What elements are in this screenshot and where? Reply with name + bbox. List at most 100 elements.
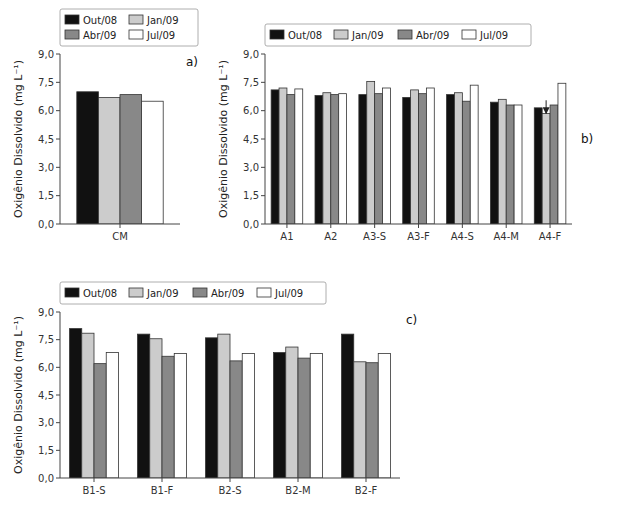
x-tick-label: B2-S bbox=[218, 485, 241, 496]
legend: Out/08Jan/09Abr/09Jul/09 bbox=[60, 282, 326, 304]
bar bbox=[490, 102, 498, 224]
y-tick-label: 6,0 bbox=[243, 105, 259, 116]
bar bbox=[106, 353, 118, 478]
legend-swatch bbox=[270, 30, 284, 39]
legend-swatch bbox=[65, 30, 79, 39]
y-tick bbox=[56, 224, 60, 225]
y-tick-label: 9,0 bbox=[38, 307, 54, 318]
y-tick bbox=[56, 339, 60, 340]
y-tick-label: 1,5 bbox=[38, 445, 54, 456]
y-tick-label: 0,0 bbox=[38, 219, 54, 230]
x-tick bbox=[462, 224, 463, 228]
bar bbox=[383, 88, 391, 224]
panel-label: a) bbox=[186, 55, 198, 69]
legend-label: Abr/09 bbox=[83, 30, 116, 41]
bar bbox=[359, 95, 367, 224]
y-tick bbox=[261, 167, 265, 168]
panel-label: c) bbox=[406, 313, 417, 327]
legend-swatch bbox=[334, 30, 348, 39]
y-tick bbox=[56, 110, 60, 111]
legend-label: Abr/09 bbox=[416, 30, 449, 41]
y-tick-label: 9,0 bbox=[243, 49, 259, 60]
legend-frame bbox=[265, 24, 531, 46]
legend-swatch bbox=[462, 30, 476, 39]
bar bbox=[70, 329, 82, 478]
x-tick bbox=[94, 478, 95, 482]
legend-label: Jul/09 bbox=[146, 30, 175, 41]
bar bbox=[98, 97, 120, 224]
y-tick-label: 4,5 bbox=[38, 390, 54, 401]
bar bbox=[506, 105, 514, 224]
bar bbox=[378, 354, 390, 479]
y-tick bbox=[56, 450, 60, 451]
bar bbox=[542, 114, 550, 225]
legend: Out/08Jan/09Abr/09Jul/09 bbox=[60, 9, 198, 46]
bars bbox=[271, 81, 566, 224]
legend-label: Jan/09 bbox=[146, 15, 179, 26]
y-tick-label: 4,5 bbox=[38, 134, 54, 145]
y-tick-label: 3,0 bbox=[38, 162, 54, 173]
y-tick bbox=[261, 139, 265, 140]
legend-frame bbox=[60, 9, 198, 46]
bar bbox=[470, 85, 478, 224]
y-tick bbox=[56, 82, 60, 83]
legend-label: Jul/09 bbox=[274, 288, 303, 299]
y-tick bbox=[261, 224, 265, 225]
bars bbox=[70, 329, 391, 478]
y-tick-label: 3,0 bbox=[243, 162, 259, 173]
bar bbox=[462, 101, 470, 224]
bar bbox=[150, 339, 162, 478]
x-tick-label: B1-S bbox=[82, 485, 105, 496]
bar bbox=[454, 93, 462, 224]
y-tick-label: 7,5 bbox=[38, 334, 54, 345]
bar bbox=[162, 356, 174, 478]
bar bbox=[375, 94, 383, 224]
x-tick bbox=[374, 224, 375, 228]
y-tick bbox=[56, 367, 60, 368]
y-axis-label: Oxigênio Dissolvido (mg L⁻¹) bbox=[217, 60, 230, 218]
panel: 0,01,53,04,56,07,59,0B1-SB1-FB2-SB2-MB2-… bbox=[12, 282, 417, 496]
x-tick-label: A3-F bbox=[407, 231, 430, 242]
bar bbox=[206, 338, 218, 478]
bar bbox=[82, 333, 94, 478]
bar bbox=[287, 95, 295, 224]
x-tick bbox=[330, 224, 331, 228]
legend-label: Jan/09 bbox=[351, 30, 384, 41]
y-tick-label: 6,0 bbox=[38, 362, 54, 373]
y-axis-label: Oxigênio Dissolvido (mg L⁻¹) bbox=[12, 316, 25, 474]
legend-swatch bbox=[129, 15, 143, 24]
bar bbox=[279, 88, 287, 224]
y-tick-label: 3,0 bbox=[38, 417, 54, 428]
figure: 0,01,53,04,56,07,59,0CMOxigênio Dissolvi… bbox=[0, 0, 620, 530]
bar bbox=[271, 90, 279, 224]
y-tick bbox=[56, 139, 60, 140]
bar bbox=[534, 108, 542, 224]
legend-label: Out/08 bbox=[288, 30, 322, 41]
x-tick-label: A4-F bbox=[539, 231, 562, 242]
bar bbox=[550, 105, 558, 224]
y-tick bbox=[56, 167, 60, 168]
bar bbox=[411, 90, 419, 224]
legend-swatch bbox=[129, 288, 143, 297]
bar bbox=[426, 88, 434, 224]
y-tick-label: 9,0 bbox=[38, 49, 54, 60]
legend-label: Out/08 bbox=[83, 288, 117, 299]
bars bbox=[77, 92, 163, 224]
x-tick-label: A4-M bbox=[493, 231, 518, 242]
bar bbox=[366, 363, 378, 478]
legend-swatch bbox=[65, 288, 79, 297]
bar bbox=[94, 364, 106, 478]
bar bbox=[342, 334, 354, 478]
y-tick-label: 0,0 bbox=[38, 473, 54, 484]
bar bbox=[339, 94, 347, 224]
bar bbox=[218, 334, 230, 478]
x-tick-label: B2-M bbox=[285, 485, 310, 496]
y-tick-label: 1,5 bbox=[38, 190, 54, 201]
bar bbox=[230, 361, 242, 478]
y-axis-label: Oxigênio Dissolvido (mg L⁻¹) bbox=[12, 60, 25, 218]
legend-label: Jan/09 bbox=[146, 288, 179, 299]
x-tick bbox=[298, 478, 299, 482]
legend: Out/08Jan/09Abr/09Jul/09 bbox=[265, 24, 531, 46]
x-tick bbox=[418, 224, 419, 228]
y-tick-label: 6,0 bbox=[38, 105, 54, 116]
